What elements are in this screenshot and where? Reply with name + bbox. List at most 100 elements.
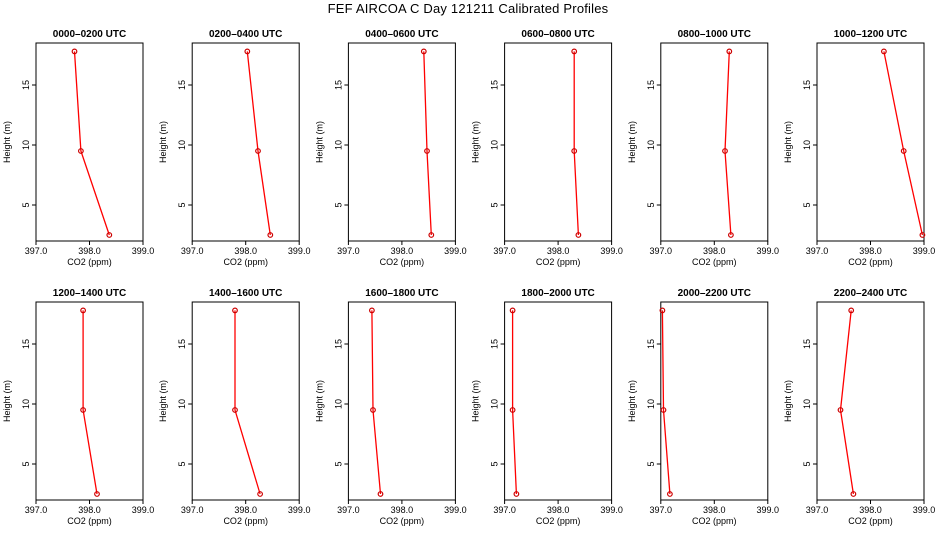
data-point bbox=[848, 307, 855, 314]
x-axis-label: CO2 (ppm) bbox=[223, 516, 268, 526]
panel-8: 1400–1600 UTC 397.0 398.0 399.0 5 10 15 CO2 (pp… bbox=[158, 288, 310, 526]
y-axis-label: Height (m) bbox=[627, 380, 637, 422]
data-point bbox=[509, 307, 516, 314]
y-tick-label: 5 bbox=[177, 461, 187, 466]
panel-title: 0800–1000 UTC bbox=[678, 29, 751, 40]
x-tick-label: 399.0 bbox=[444, 505, 467, 515]
panel-9: 1600–1800 UTC 397.0 398.0 399.0 5 10 15 CO2 (pp… bbox=[314, 288, 466, 526]
data-point bbox=[232, 407, 238, 413]
data-point bbox=[728, 232, 734, 238]
y-tick-label: 10 bbox=[177, 140, 187, 150]
panel-12: 2200–2400 UTC 397.0 398.0 399.0 5 10 15 CO2 (pp… bbox=[783, 288, 935, 526]
plot-frame bbox=[347, 301, 456, 501]
series-line bbox=[511, 310, 518, 495]
y-tick-label: 5 bbox=[21, 461, 31, 466]
data-point bbox=[513, 491, 520, 497]
y-tick-label: 5 bbox=[490, 202, 500, 207]
data-point bbox=[244, 48, 251, 55]
y-tick-label: 15 bbox=[646, 339, 656, 349]
y-tick-label: 15 bbox=[333, 80, 343, 90]
series-line bbox=[371, 310, 382, 495]
series-line bbox=[246, 51, 271, 236]
data-point bbox=[660, 407, 667, 413]
series-line bbox=[82, 310, 98, 495]
panel-title: 2200–2400 UTC bbox=[834, 288, 907, 299]
data-point bbox=[571, 148, 578, 154]
y-axis-label: Height (m) bbox=[627, 121, 637, 163]
plot-frame bbox=[191, 301, 300, 501]
y-tick-label: 15 bbox=[177, 80, 187, 90]
data-point bbox=[722, 148, 728, 154]
panel-4: 0600–0800 UTC 397.0 398.0 399.0 5 10 15 CO2 (pp… bbox=[471, 29, 623, 267]
series-line bbox=[724, 51, 732, 236]
panel-5: 0800–1000 UTC 397.0 398.0 399.0 5 10 15 CO2 (pp… bbox=[627, 29, 779, 267]
x-tick-label: 397.0 bbox=[181, 505, 204, 515]
x-tick-label: 399.0 bbox=[444, 246, 467, 256]
x-tick-label: 399.0 bbox=[600, 246, 623, 256]
figure-title: FEF AIRCOA C Day 121211 Calibrated Profi… bbox=[327, 1, 609, 16]
panel-11: 2000–2200 UTC 397.0 398.0 399.0 5 10 15 CO2 (pp… bbox=[627, 288, 779, 526]
y-tick-label: 5 bbox=[21, 202, 31, 207]
y-tick-label: 10 bbox=[646, 140, 656, 150]
series-line bbox=[73, 51, 110, 236]
y-tick-label: 10 bbox=[490, 140, 500, 150]
x-tick-label: 399.0 bbox=[757, 246, 780, 256]
series-line bbox=[573, 51, 580, 236]
panel-title: 1400–1600 UTC bbox=[209, 288, 282, 299]
y-tick-label: 5 bbox=[802, 202, 812, 207]
series-line bbox=[839, 310, 855, 495]
y-tick-label: 5 bbox=[490, 461, 500, 466]
series-line bbox=[883, 51, 924, 236]
series-line bbox=[234, 310, 261, 495]
x-axis-label: CO2 (ppm) bbox=[848, 516, 893, 526]
plot-frame bbox=[816, 42, 925, 242]
panel-1: 0000–0200 UTC 397.0 398.0 399.0 5 10 15 CO2 (pp… bbox=[2, 29, 154, 267]
x-tick-label: 399.0 bbox=[913, 505, 936, 515]
plot-frame bbox=[35, 301, 144, 501]
plot-frame bbox=[816, 301, 925, 501]
x-tick-label: 397.0 bbox=[493, 505, 516, 515]
y-tick-label: 10 bbox=[646, 399, 656, 409]
y-tick-label: 10 bbox=[21, 399, 31, 409]
x-tick-label: 398.0 bbox=[234, 505, 257, 515]
x-axis-label: CO2 (ppm) bbox=[692, 257, 737, 267]
y-tick-label: 5 bbox=[333, 461, 343, 466]
data-point bbox=[726, 48, 733, 55]
y-tick-label: 15 bbox=[802, 339, 812, 349]
data-point bbox=[428, 232, 435, 238]
y-tick-label: 15 bbox=[177, 339, 187, 349]
y-axis-label: Height (m) bbox=[2, 121, 12, 163]
y-tick-label: 15 bbox=[21, 339, 31, 349]
y-tick-label: 10 bbox=[333, 140, 343, 150]
data-point bbox=[424, 148, 430, 154]
data-point bbox=[420, 48, 427, 55]
x-tick-label: 398.0 bbox=[78, 505, 101, 515]
y-axis-label: Height (m) bbox=[2, 380, 12, 422]
panel-2: 0200–0400 UTC 397.0 398.0 399.0 5 10 15 CO2 (pp… bbox=[158, 29, 310, 267]
data-point bbox=[257, 491, 264, 497]
y-tick-label: 15 bbox=[21, 80, 31, 90]
x-tick-label: 398.0 bbox=[391, 246, 414, 256]
y-tick-label: 5 bbox=[177, 202, 187, 207]
x-tick-label: 399.0 bbox=[600, 505, 623, 515]
data-point bbox=[509, 407, 516, 413]
data-point bbox=[377, 491, 384, 497]
y-tick-label: 10 bbox=[802, 399, 812, 409]
data-point bbox=[267, 232, 274, 238]
series-line bbox=[423, 51, 432, 236]
y-axis-label: Height (m) bbox=[158, 121, 168, 163]
x-tick-label: 397.0 bbox=[650, 246, 673, 256]
x-tick-label: 397.0 bbox=[25, 505, 48, 515]
y-tick-label: 10 bbox=[21, 140, 31, 150]
x-axis-label: CO2 (ppm) bbox=[223, 257, 268, 267]
x-tick-label: 397.0 bbox=[650, 505, 673, 515]
y-axis-label: Height (m) bbox=[471, 380, 481, 422]
x-tick-label: 397.0 bbox=[337, 505, 360, 515]
y-tick-label: 15 bbox=[490, 80, 500, 90]
y-tick-label: 10 bbox=[802, 140, 812, 150]
x-tick-label: 397.0 bbox=[25, 246, 48, 256]
data-point bbox=[919, 232, 926, 238]
data-point bbox=[659, 307, 666, 314]
panel-title: 2000–2200 UTC bbox=[678, 288, 751, 299]
